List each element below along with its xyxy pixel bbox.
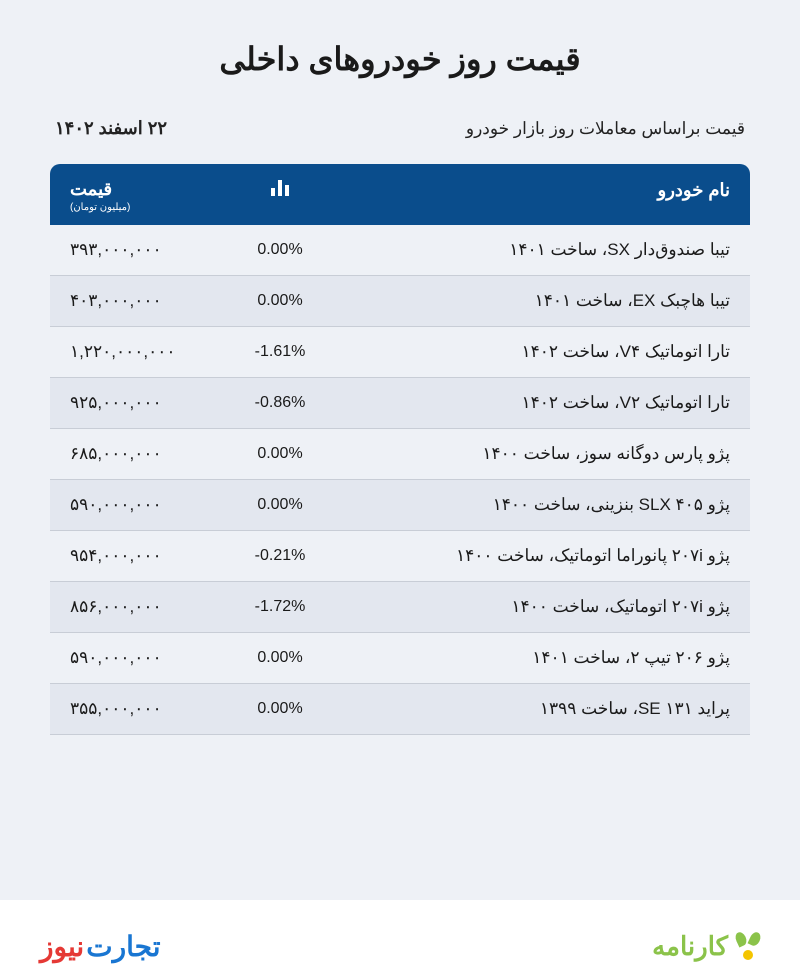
logo-tejarat-word2: نیوز	[40, 930, 84, 963]
cell-name: پژو ۲۰۷i پانوراما اتوماتیک، ساخت ۱۴۰۰	[340, 546, 730, 566]
page-container: قیمت روز خودروهای داخلی قیمت براساس معام…	[0, 0, 800, 900]
cell-price: ۱,۲۲۰,۰۰۰,۰۰۰	[70, 342, 220, 362]
cell-change: -1.72%	[220, 598, 340, 616]
cell-name: تیبا هاچبک EX، ساخت ۱۴۰۱	[340, 291, 730, 311]
price-table: نام خودرو قیمت (میلیون تومان) تیبا صندوق…	[50, 164, 750, 735]
cell-name: پژو ۴۰۵ SLX بنزینی، ساخت ۱۴۰۰	[340, 495, 730, 515]
cell-change: -1.61%	[220, 343, 340, 361]
footer: کارنامه تجارت نیوز	[0, 900, 800, 973]
cell-change: 0.00%	[220, 496, 340, 514]
cell-change: 0.00%	[220, 445, 340, 463]
karnameh-icon	[736, 932, 760, 962]
cell-change: -0.86%	[220, 394, 340, 412]
cell-price: ۳۵۵,۰۰۰,۰۰۰	[70, 699, 220, 719]
table-row: پژو ۲۰۷i اتوماتیک، ساخت ۱۴۰۰-1.72%۸۵۶,۰۰…	[50, 582, 750, 633]
date-label: ۲۲ اسفند ۱۴۰۲	[55, 118, 167, 139]
table-row: پژو ۲۰۷i پانوراما اتوماتیک، ساخت ۱۴۰۰-0.…	[50, 531, 750, 582]
table-row: پژو پارس دوگانه سوز، ساخت ۱۴۰۰0.00%۶۸۵,۰…	[50, 429, 750, 480]
subtitle: قیمت براساس معاملات روز بازار خودرو	[466, 119, 745, 139]
table-row: پژو ۴۰۵ SLX بنزینی، ساخت ۱۴۰۰0.00%۵۹۰,۰۰…	[50, 480, 750, 531]
table-row: تارا اتوماتیک V۲، ساخت ۱۴۰۲-0.86%۹۲۵,۰۰۰…	[50, 378, 750, 429]
table-row: تیبا هاچبک EX، ساخت ۱۴۰۱0.00%۴۰۳,۰۰۰,۰۰۰	[50, 276, 750, 327]
table-row: تیبا صندوق‌دار SX، ساخت ۱۴۰۱0.00%۳۹۳,۰۰۰…	[50, 225, 750, 276]
cell-price: ۸۵۶,۰۰۰,۰۰۰	[70, 597, 220, 617]
cell-price: ۵۹۰,۰۰۰,۰۰۰	[70, 648, 220, 668]
cell-change: 0.00%	[220, 292, 340, 310]
logo-karnameh-text: کارنامه	[652, 931, 728, 962]
cell-name: تارا اتوماتیک V۲، ساخت ۱۴۰۲	[340, 393, 730, 413]
col-price-sub: (میلیون تومان)	[70, 202, 220, 213]
cell-change: 0.00%	[220, 649, 340, 667]
col-name: نام خودرو	[340, 180, 730, 201]
cell-change: 0.00%	[220, 700, 340, 718]
col-price-label: قیمت	[70, 179, 112, 199]
table-row: تارا اتوماتیک V۴، ساخت ۱۴۰۲-1.61%۱,۲۲۰,۰…	[50, 327, 750, 378]
cell-price: ۵۹۰,۰۰۰,۰۰۰	[70, 495, 220, 515]
logo-tejarat-word1: تجارت	[86, 930, 160, 963]
col-change	[220, 180, 340, 201]
cell-change: 0.00%	[220, 241, 340, 259]
page-title: قیمت روز خودروهای داخلی	[50, 40, 750, 78]
table-row: پژو ۲۰۶ تیپ ۲، ساخت ۱۴۰۱0.00%۵۹۰,۰۰۰,۰۰۰	[50, 633, 750, 684]
logo-tejaratnews: تجارت نیوز	[40, 930, 161, 963]
cell-name: پژو ۲۰۶ تیپ ۲، ساخت ۱۴۰۱	[340, 648, 730, 668]
table-header: نام خودرو قیمت (میلیون تومان)	[50, 164, 750, 225]
logo-karnameh: کارنامه	[652, 931, 760, 962]
cell-price: ۹۵۴,۰۰۰,۰۰۰	[70, 546, 220, 566]
cell-price: ۹۲۵,۰۰۰,۰۰۰	[70, 393, 220, 413]
cell-name: تارا اتوماتیک V۴، ساخت ۱۴۰۲	[340, 342, 730, 362]
table-row: پراید ۱۳۱ SE، ساخت ۱۳۹۹0.00%۳۵۵,۰۰۰,۰۰۰	[50, 684, 750, 735]
cell-price: ۴۰۳,۰۰۰,۰۰۰	[70, 291, 220, 311]
cell-name: پژو پارس دوگانه سوز، ساخت ۱۴۰۰	[340, 444, 730, 464]
col-price: قیمت (میلیون تومان)	[70, 180, 220, 213]
cell-price: ۶۸۵,۰۰۰,۰۰۰	[70, 444, 220, 464]
table-body: تیبا صندوق‌دار SX، ساخت ۱۴۰۱0.00%۳۹۳,۰۰۰…	[50, 225, 750, 735]
bar-chart-icon	[270, 180, 290, 200]
cell-name: تیبا صندوق‌دار SX، ساخت ۱۴۰۱	[340, 240, 730, 260]
subheader: قیمت براساس معاملات روز بازار خودرو ۲۲ ا…	[50, 118, 750, 139]
cell-price: ۳۹۳,۰۰۰,۰۰۰	[70, 240, 220, 260]
cell-name: پراید ۱۳۱ SE، ساخت ۱۳۹۹	[340, 699, 730, 719]
cell-change: -0.21%	[220, 547, 340, 565]
cell-name: پژو ۲۰۷i اتوماتیک، ساخت ۱۴۰۰	[340, 597, 730, 617]
